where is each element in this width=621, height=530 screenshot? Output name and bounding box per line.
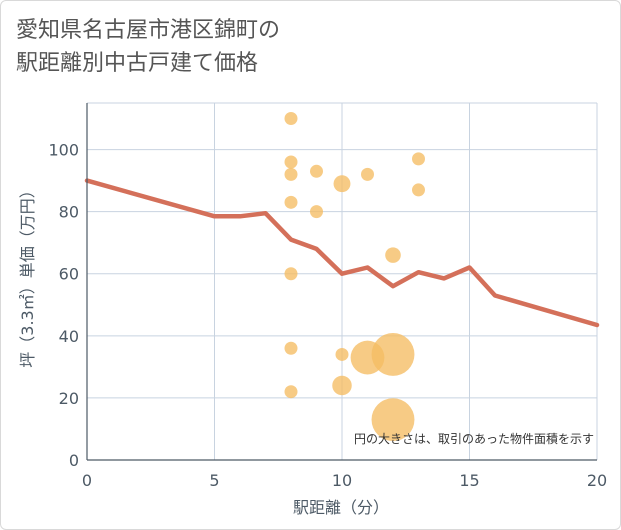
x-tick-label: 10 [332, 471, 352, 490]
y-tick-label: 20 [59, 389, 79, 408]
bubble-point [335, 347, 349, 361]
y-tick-label: 0 [69, 451, 79, 470]
bubbles [284, 112, 425, 442]
bubble-point [371, 398, 415, 442]
bubble-point [284, 341, 298, 355]
trend-line [84, 178, 600, 328]
x-tick-label: 15 [459, 471, 479, 490]
y-tick-label: 40 [59, 327, 79, 346]
x-axis-title: 駅距離（分） [293, 498, 389, 517]
bubble-point [310, 205, 323, 219]
bubble-point [412, 152, 425, 166]
bubble-point [284, 385, 298, 399]
chart-title: 愛知県名古屋市港区錦町の 駅距離別中古戸建て価格 [16, 14, 280, 80]
size-note: 円の大きさは、取引のあった物件面積を示す [354, 431, 594, 446]
bubble-point [284, 195, 298, 209]
chart-title-line2: 駅距離別中古戸建て価格 [16, 51, 259, 76]
y-tick-label: 80 [59, 203, 79, 222]
bubble-point [385, 247, 401, 263]
y-tick-label: 60 [59, 265, 79, 284]
grid-lines [87, 102, 598, 460]
x-tick-label: 5 [209, 471, 219, 490]
bubble-point [284, 167, 298, 181]
bubble-point [284, 155, 298, 169]
trend-line-group [84, 178, 600, 328]
bubble-point [333, 175, 351, 193]
x-tick-label: 0 [82, 471, 92, 490]
bubble-point [361, 167, 374, 181]
bubble-point [284, 112, 298, 126]
y-tick-label: 100 [48, 141, 79, 160]
chart-title-line1: 愛知県名古屋市港区錦町の [16, 18, 281, 43]
bubble-point [310, 164, 323, 178]
bubble-point [412, 183, 425, 197]
axes: 0 5 10 15 20 0 20 40 60 80 100 [48, 103, 607, 490]
y-axis-title: 坪（3.3㎡）単価（万円） [18, 182, 37, 367]
x-tick-label: 20 [587, 471, 607, 490]
bubble-point [332, 375, 352, 396]
bubble-point [371, 333, 415, 376]
bubble-point [284, 267, 298, 281]
